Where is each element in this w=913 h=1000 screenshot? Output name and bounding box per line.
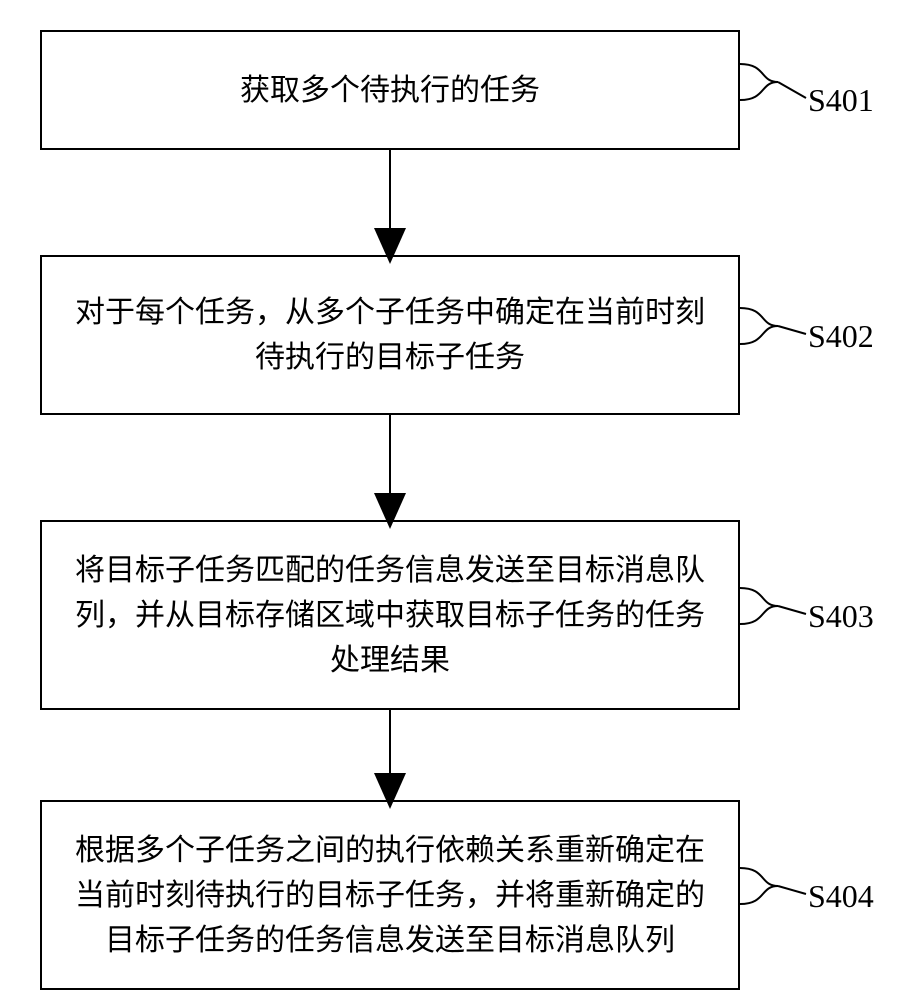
flow-step-text: 获取多个待执行的任务 <box>240 68 540 113</box>
brace-connector-line <box>778 606 806 614</box>
flow-step-s403: 将目标子任务匹配的任务信息发送至目标消息队列，并从目标存储区域中获取目标子任务的… <box>40 520 740 710</box>
flow-step-s404: 根据多个子任务之间的执行依赖关系重新确定在当前时刻待执行的目标子任务，并将重新确… <box>40 800 740 990</box>
brace-connector <box>740 868 778 904</box>
brace-connector <box>740 588 778 624</box>
brace-connector <box>740 64 778 100</box>
brace-connector-line <box>778 886 806 894</box>
flow-step-label: S402 <box>808 318 874 355</box>
flow-step-s402: 对于每个任务，从多个子任务中确定在当前时刻待执行的目标子任务 <box>40 255 740 415</box>
flow-step-label: S401 <box>808 82 874 119</box>
flow-step-text: 对于每个任务，从多个子任务中确定在当前时刻待执行的目标子任务 <box>66 290 714 380</box>
brace-connector-line <box>778 326 806 334</box>
flow-step-text: 根据多个子任务之间的执行依赖关系重新确定在当前时刻待执行的目标子任务，并将重新确… <box>66 828 714 963</box>
flow-step-label: S403 <box>808 598 874 635</box>
flow-step-s401: 获取多个待执行的任务 <box>40 30 740 150</box>
flow-step-text: 将目标子任务匹配的任务信息发送至目标消息队列，并从目标存储区域中获取目标子任务的… <box>66 548 714 683</box>
flow-step-label: S404 <box>808 878 874 915</box>
flowchart-canvas: 获取多个待执行的任务 S401 对于每个任务，从多个子任务中确定在当前时刻待执行… <box>0 0 913 1000</box>
brace-connector-line <box>778 82 806 98</box>
brace-connector <box>740 308 778 344</box>
